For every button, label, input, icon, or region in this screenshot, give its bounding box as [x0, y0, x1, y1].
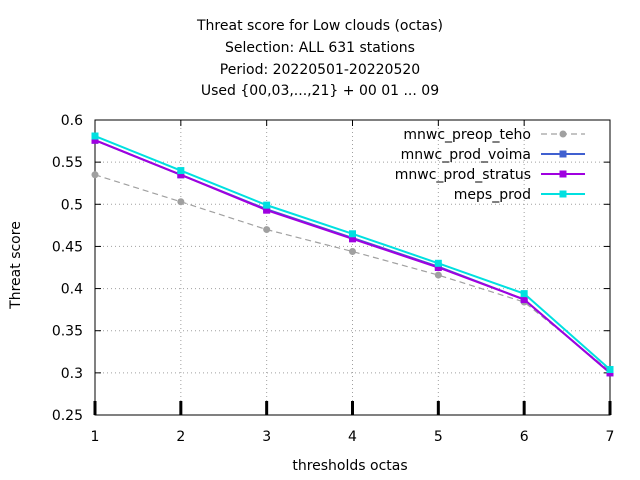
data-point: [520, 296, 528, 304]
y-tick-label: 0.25: [52, 408, 83, 424]
data-point: [349, 230, 356, 238]
chart-title-line-4: Used {00,03,...,21} + 00 01 ... 09: [200, 83, 440, 99]
y-tick-label: 0.5: [61, 197, 83, 213]
legend: mnwc_preop_teho mnwc_prod_voima mnwc_prod_…: [395, 127, 585, 203]
data-point: [434, 271, 442, 279]
data-point: [177, 198, 185, 206]
legend-marker: [559, 170, 567, 178]
data-point: [177, 167, 185, 175]
chart-title-line-2: Selection: ALL 631 stations: [225, 40, 415, 56]
x-tick-label: 7: [606, 429, 615, 445]
x-tick-label: 6: [520, 429, 529, 445]
legend-marker: [559, 130, 567, 138]
legend-marker: [559, 190, 567, 198]
data-point: [177, 171, 185, 179]
y-tick-label: 0.4: [61, 282, 83, 298]
data-point: [91, 171, 99, 179]
data-point: [349, 235, 356, 243]
legend-item: meps_prod: [454, 187, 585, 203]
legend-label: mnwc_prod_voima: [401, 147, 531, 163]
legend-item: mnwc_prod_stratus: [395, 167, 585, 183]
legend-marker: [559, 150, 567, 158]
legend-item: mnwc_prod_voima: [401, 147, 585, 163]
legend-label: meps_prod: [454, 187, 531, 203]
x-tick-label: 2: [176, 429, 185, 445]
data-point: [434, 259, 442, 267]
data-point: [606, 365, 614, 373]
chart-title-line-3: Period: 20220501-20220520: [219, 62, 421, 78]
series-meps_prod: [91, 132, 614, 373]
series-group: [91, 132, 614, 377]
legend-label: mnwc_preop_teho: [403, 127, 531, 143]
y-tick-label: 0.3: [61, 366, 83, 382]
data-point: [349, 247, 356, 255]
y-tick-label: 0.45: [52, 239, 83, 255]
legend-item: mnwc_preop_teho: [403, 127, 585, 143]
data-point: [91, 132, 99, 140]
data-point: [263, 226, 271, 234]
legend-label: mnwc_prod_stratus: [395, 167, 531, 183]
x-tick-label: 3: [262, 429, 271, 445]
y-tick-label: 0.6: [61, 113, 83, 129]
x-tick-label: 5: [434, 429, 443, 445]
y-tick-label: 0.35: [52, 324, 83, 340]
data-point: [263, 206, 271, 214]
grid: [94, 119, 611, 416]
y-tick-label: 0.55: [52, 155, 83, 171]
x-tick-label: 1: [91, 429, 100, 445]
chart-title-line-1: Threat score for Low clouds (octas): [197, 18, 443, 34]
data-point: [434, 264, 442, 271]
data-point: [263, 201, 271, 209]
data-point: [91, 136, 99, 144]
data-point: [520, 290, 528, 298]
x-tick-label: 4: [348, 429, 357, 445]
x-axis-label: thresholds octas: [292, 458, 407, 474]
ticks: 0.25 0.3 0.35 0.4 0.45 0.5 0.55 0.6 1 2 3 4 5 6 7: [52, 113, 615, 445]
y-axis-label: Threat score: [8, 221, 24, 310]
